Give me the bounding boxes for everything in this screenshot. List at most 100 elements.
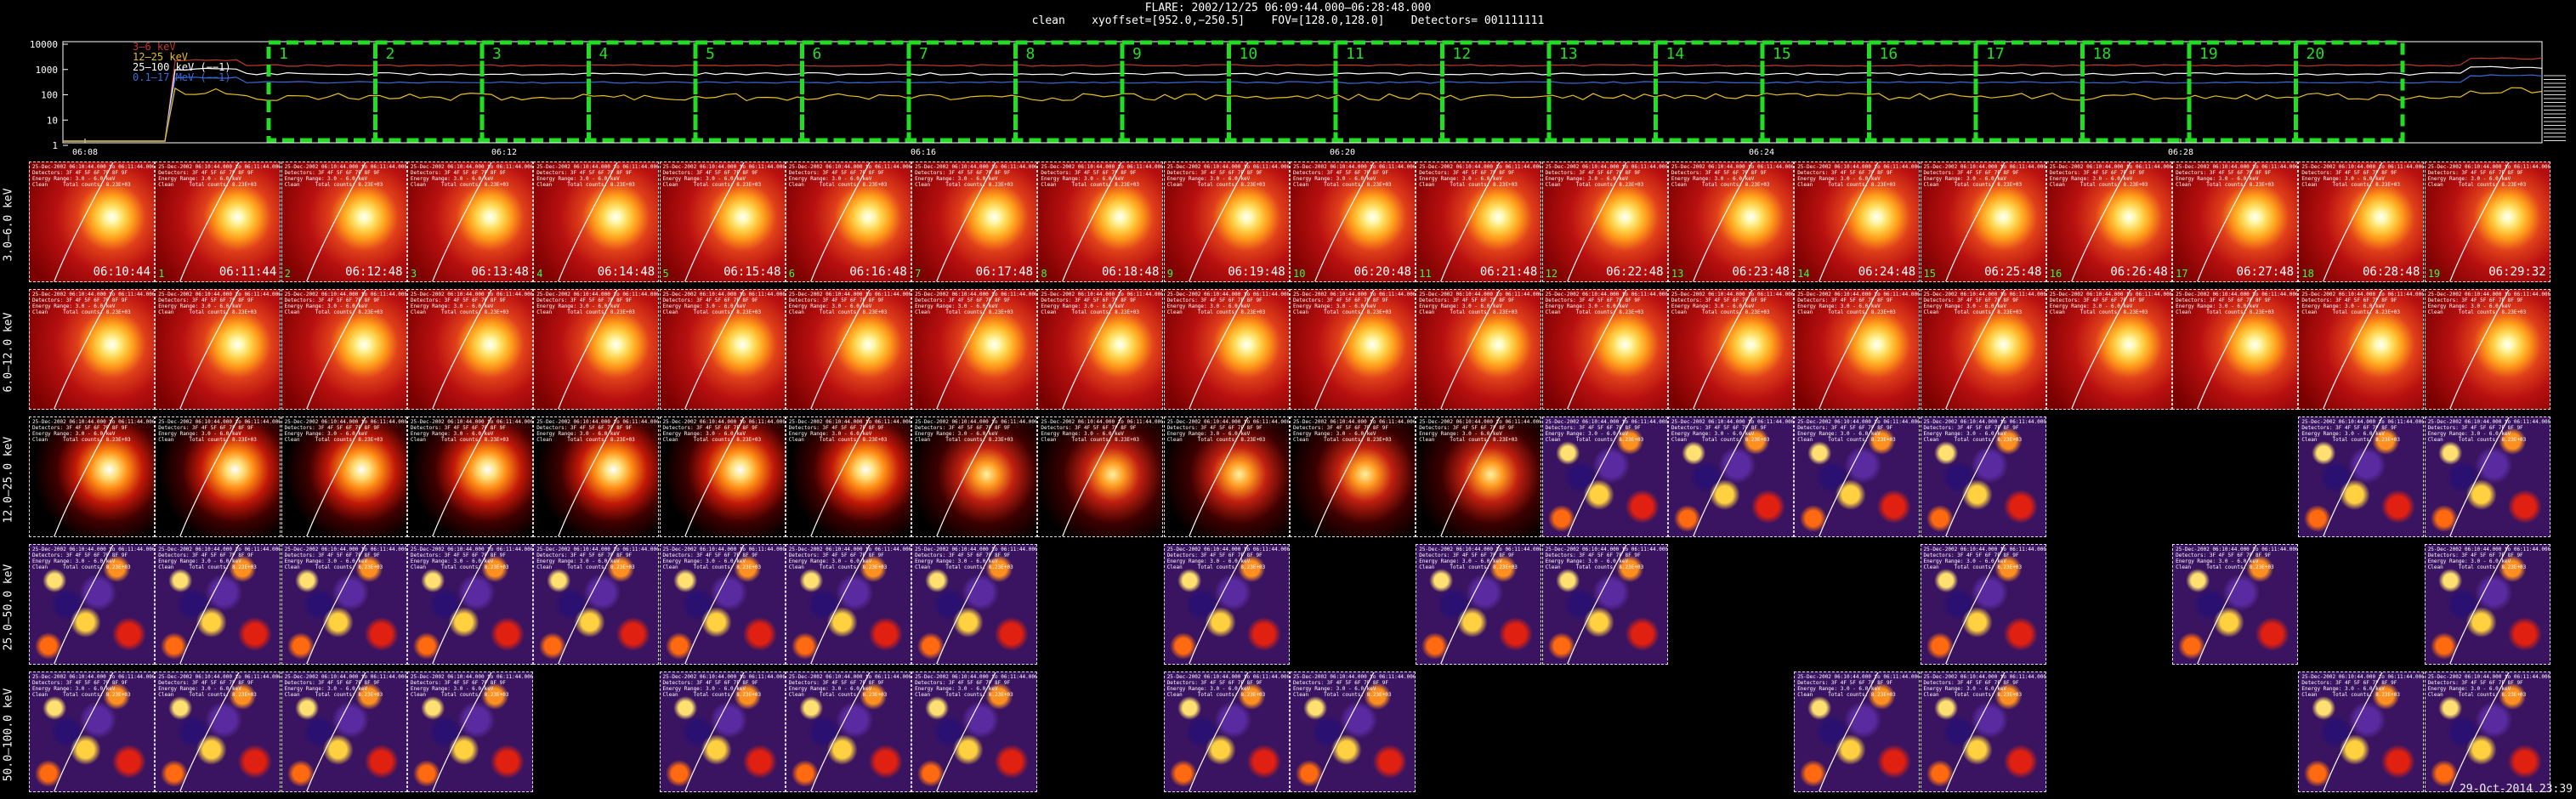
image-cell[interactable]: 25-Dec-2002 06:10:44.000 to 06:11:44.000… bbox=[1920, 162, 2046, 282]
image-cell[interactable]: 25-Dec-2002 06:10:44.000 to 06:11:44.000… bbox=[1794, 416, 1921, 537]
image-cell[interactable]: 25-Dec-2002 06:10:44.000 to 06:11:44.000… bbox=[911, 672, 1038, 792]
image-cell[interactable]: 25-Dec-2002 06:10:44.000 to 06:11:44.000… bbox=[29, 162, 155, 282]
image-cell[interactable]: 25-Dec-2002 06:10:44.000 to 06:11:44.000… bbox=[1920, 416, 2046, 537]
interval-box[interactable] bbox=[1760, 40, 1871, 143]
image-cell[interactable]: 25-Dec-2002 06:10:44.000 to 06:11:44.000… bbox=[2172, 162, 2299, 282]
image-cell[interactable]: 25-Dec-2002 06:10:44.000 to 06:11:44.000… bbox=[2172, 544, 2299, 665]
image-cell[interactable]: 25-Dec-2002 06:10:44.000 to 06:11:44.000… bbox=[2298, 289, 2425, 410]
image-cell[interactable]: 25-Dec-2002 06:10:44.000 to 06:11:44.000… bbox=[29, 672, 155, 792]
interval-box[interactable] bbox=[1227, 40, 1338, 143]
image-cell[interactable]: 25-Dec-2002 06:10:44.000 to 06:11:44.000… bbox=[406, 289, 533, 410]
image-cell[interactable]: 25-Dec-2002 06:10:44.000 to 06:11:44.000… bbox=[1290, 416, 1416, 537]
image-cell[interactable]: 25-Dec-2002 06:10:44.000 to 06:11:44.000… bbox=[1163, 289, 1290, 410]
image-cell[interactable]: 25-Dec-2002 06:10:44.000 to 06:11:44.000… bbox=[785, 162, 911, 282]
image-cell[interactable]: 25-Dec-2002 06:10:44.000 to 06:11:44.000… bbox=[533, 416, 660, 537]
image-cell[interactable]: 25-Dec-2002 06:10:44.000 to 06:11:44.000… bbox=[29, 544, 155, 665]
image-cell[interactable]: 25-Dec-2002 06:10:44.000 to 06:11:44.000… bbox=[533, 162, 660, 282]
image-cell[interactable]: 25-Dec-2002 06:10:44.000 to 06:11:44.000… bbox=[785, 416, 911, 537]
image-cell[interactable]: 25-Dec-2002 06:10:44.000 to 06:11:44.000… bbox=[911, 162, 1038, 282]
image-cell[interactable]: 25-Dec-2002 06:10:44.000 to 06:11:44.000… bbox=[1794, 289, 1921, 410]
image-cell[interactable]: 25-Dec-2002 06:10:44.000 to 06:11:44.000… bbox=[911, 289, 1038, 410]
image-cell[interactable]: 25-Dec-2002 06:10:44.000 to 06:11:44.000… bbox=[1541, 416, 1668, 537]
image-cell[interactable]: 25-Dec-2002 06:10:44.000 to 06:11:44.000… bbox=[2424, 289, 2550, 410]
image-cell[interactable]: 25-Dec-2002 06:10:44.000 to 06:11:44.000… bbox=[29, 289, 155, 410]
image-cell[interactable]: 25-Dec-2002 06:10:44.000 to 06:11:44.000… bbox=[1920, 672, 2046, 792]
image-cell[interactable]: 25-Dec-2002 06:10:44.000 to 06:11:44.000… bbox=[1794, 672, 1921, 792]
image-cell[interactable]: 25-Dec-2002 06:10:44.000 to 06:11:44.000… bbox=[1920, 544, 2046, 665]
image-cell[interactable]: 25-Dec-2002 06:10:44.000 to 06:11:44.000… bbox=[1541, 162, 1668, 282]
interval-box[interactable] bbox=[1440, 40, 1552, 143]
image-cell[interactable]: 25-Dec-2002 06:10:44.000 to 06:11:44.000… bbox=[1667, 416, 1794, 537]
image-cell[interactable]: 25-Dec-2002 06:10:44.000 to 06:11:44.000… bbox=[1290, 672, 1416, 792]
image-cell[interactable]: 25-Dec-2002 06:10:44.000 to 06:11:44.000… bbox=[2298, 416, 2425, 537]
image-cell[interactable]: 25-Dec-2002 06:10:44.000 to 06:11:44.000… bbox=[659, 289, 786, 410]
image-cell[interactable]: 25-Dec-2002 06:10:44.000 to 06:11:44.000… bbox=[2045, 162, 2172, 282]
image-cell[interactable]: 25-Dec-2002 06:10:44.000 to 06:11:44.000… bbox=[533, 289, 660, 410]
image-cell[interactable]: 25-Dec-2002 06:10:44.000 to 06:11:44.000… bbox=[659, 162, 786, 282]
interval-box[interactable] bbox=[1013, 40, 1125, 143]
image-cell[interactable]: 25-Dec-2002 06:10:44.000 to 06:11:44.000… bbox=[406, 162, 533, 282]
image-cell[interactable]: 25-Dec-2002 06:10:44.000 to 06:11:44.000… bbox=[155, 672, 281, 792]
image-cell[interactable]: 25-Dec-2002 06:10:44.000 to 06:11:44.000… bbox=[2424, 162, 2550, 282]
image-cell[interactable]: 25-Dec-2002 06:10:44.000 to 06:11:44.000… bbox=[2045, 289, 2172, 410]
image-cell[interactable]: 25-Dec-2002 06:10:44.000 to 06:11:44.000… bbox=[659, 544, 786, 665]
interval-box[interactable] bbox=[479, 40, 591, 143]
image-cell[interactable]: 25-Dec-2002 06:10:44.000 to 06:11:44.000… bbox=[785, 289, 911, 410]
image-cell[interactable]: 25-Dec-2002 06:10:44.000 to 06:11:44.000… bbox=[155, 162, 281, 282]
interval-box[interactable] bbox=[2080, 40, 2192, 143]
image-cell[interactable]: 25-Dec-2002 06:10:44.000 to 06:11:44.000… bbox=[785, 544, 911, 665]
image-cell[interactable]: 25-Dec-2002 06:10:44.000 to 06:11:44.000… bbox=[155, 544, 281, 665]
image-cell[interactable]: 25-Dec-2002 06:10:44.000 to 06:11:44.000… bbox=[281, 162, 407, 282]
image-cell[interactable]: 25-Dec-2002 06:10:44.000 to 06:11:44.000… bbox=[1416, 416, 1542, 537]
image-cell[interactable]: 25-Dec-2002 06:10:44.000 to 06:11:44.000… bbox=[1541, 289, 1668, 410]
interval-box[interactable] bbox=[906, 40, 1018, 143]
interval-box[interactable] bbox=[1333, 40, 1444, 143]
image-cell[interactable]: 25-Dec-2002 06:10:44.000 to 06:11:44.000… bbox=[1037, 289, 1164, 410]
image-cell[interactable]: 25-Dec-2002 06:10:44.000 to 06:11:44.000… bbox=[1416, 162, 1542, 282]
interval-box[interactable] bbox=[1867, 40, 1978, 143]
image-cell[interactable]: 25-Dec-2002 06:10:44.000 to 06:11:44.000… bbox=[29, 416, 155, 537]
image-cell[interactable]: 25-Dec-2002 06:10:44.000 to 06:11:44.000… bbox=[406, 544, 533, 665]
interval-box[interactable] bbox=[2294, 40, 2405, 143]
image-cell[interactable]: 25-Dec-2002 06:10:44.000 to 06:11:44.000… bbox=[533, 544, 660, 665]
interval-box[interactable] bbox=[2187, 40, 2298, 143]
lightcurve-plot[interactable]: 10000 1000 100 10 1 06:08 06:12 06:16 06:20 06:24… bbox=[0, 37, 2576, 162]
image-cell[interactable]: 25-Dec-2002 06:10:44.000 to 06:11:44.000… bbox=[1290, 289, 1416, 410]
interval-box[interactable] bbox=[800, 40, 911, 143]
interval-box[interactable] bbox=[1120, 40, 1231, 143]
image-cell[interactable]: 25-Dec-2002 06:10:44.000 to 06:11:44.000… bbox=[659, 416, 786, 537]
image-cell[interactable]: 25-Dec-2002 06:10:44.000 to 06:11:44.000… bbox=[1037, 416, 1164, 537]
image-cell[interactable]: 25-Dec-2002 06:10:44.000 to 06:11:44.000… bbox=[1163, 416, 1290, 537]
image-cell[interactable]: 25-Dec-2002 06:10:44.000 to 06:11:44.000… bbox=[1667, 162, 1794, 282]
image-cell[interactable]: 25-Dec-2002 06:10:44.000 to 06:11:44.000… bbox=[406, 416, 533, 537]
image-cell[interactable]: 25-Dec-2002 06:10:44.000 to 06:11:44.000… bbox=[2172, 289, 2299, 410]
interval-box[interactable] bbox=[1654, 40, 1765, 143]
image-cell[interactable]: 25-Dec-2002 06:10:44.000 to 06:11:44.000… bbox=[911, 416, 1038, 537]
image-cell[interactable]: 25-Dec-2002 06:10:44.000 to 06:11:44.000… bbox=[1290, 162, 1416, 282]
image-cell[interactable]: 25-Dec-2002 06:10:44.000 to 06:11:44.000… bbox=[1541, 544, 1668, 665]
interval-box[interactable] bbox=[373, 40, 485, 143]
image-cell[interactable]: 25-Dec-2002 06:10:44.000 to 06:11:44.000… bbox=[281, 416, 407, 537]
interval-box[interactable] bbox=[693, 40, 804, 143]
interval-box[interactable] bbox=[1546, 40, 1658, 143]
image-cell[interactable]: 25-Dec-2002 06:10:44.000 to 06:11:44.000… bbox=[281, 672, 407, 792]
image-cell[interactable]: 25-Dec-2002 06:10:44.000 to 06:11:44.000… bbox=[2298, 162, 2425, 282]
image-cell[interactable]: 25-Dec-2002 06:10:44.000 to 06:11:44.000… bbox=[1416, 289, 1542, 410]
image-cell[interactable]: 25-Dec-2002 06:10:44.000 to 06:11:44.000… bbox=[2424, 416, 2550, 537]
image-cell[interactable]: 25-Dec-2002 06:10:44.000 to 06:11:44.000… bbox=[785, 672, 911, 792]
image-cell[interactable]: 25-Dec-2002 06:10:44.000 to 06:11:44.000… bbox=[659, 672, 786, 792]
image-cell[interactable]: 25-Dec-2002 06:10:44.000 to 06:11:44.000… bbox=[1163, 162, 1290, 282]
image-cell[interactable]: 25-Dec-2002 06:10:44.000 to 06:11:44.000… bbox=[1667, 289, 1794, 410]
image-cell[interactable]: 25-Dec-2002 06:10:44.000 to 06:11:44.000… bbox=[155, 289, 281, 410]
interval-box[interactable] bbox=[587, 40, 698, 143]
image-cell[interactable]: 25-Dec-2002 06:10:44.000 to 06:11:44.000… bbox=[911, 544, 1038, 665]
image-cell[interactable]: 25-Dec-2002 06:10:44.000 to 06:11:44.000… bbox=[2424, 544, 2550, 665]
image-cell[interactable]: 25-Dec-2002 06:10:44.000 to 06:11:44.000… bbox=[1163, 672, 1290, 792]
image-cell[interactable]: 25-Dec-2002 06:10:44.000 to 06:11:44.000… bbox=[281, 289, 407, 410]
image-cell[interactable]: 25-Dec-2002 06:10:44.000 to 06:11:44.000… bbox=[1163, 544, 1290, 665]
image-cell[interactable]: 25-Dec-2002 06:10:44.000 to 06:11:44.000… bbox=[2298, 672, 2425, 792]
interval-box[interactable] bbox=[1973, 40, 2085, 143]
image-cell[interactable]: 25-Dec-2002 06:10:44.000 to 06:11:44.000… bbox=[1794, 162, 1921, 282]
image-cell[interactable]: 25-Dec-2002 06:10:44.000 to 06:11:44.000… bbox=[1416, 544, 1542, 665]
image-cell[interactable]: 25-Dec-2002 06:10:44.000 to 06:11:44.000… bbox=[1037, 162, 1164, 282]
